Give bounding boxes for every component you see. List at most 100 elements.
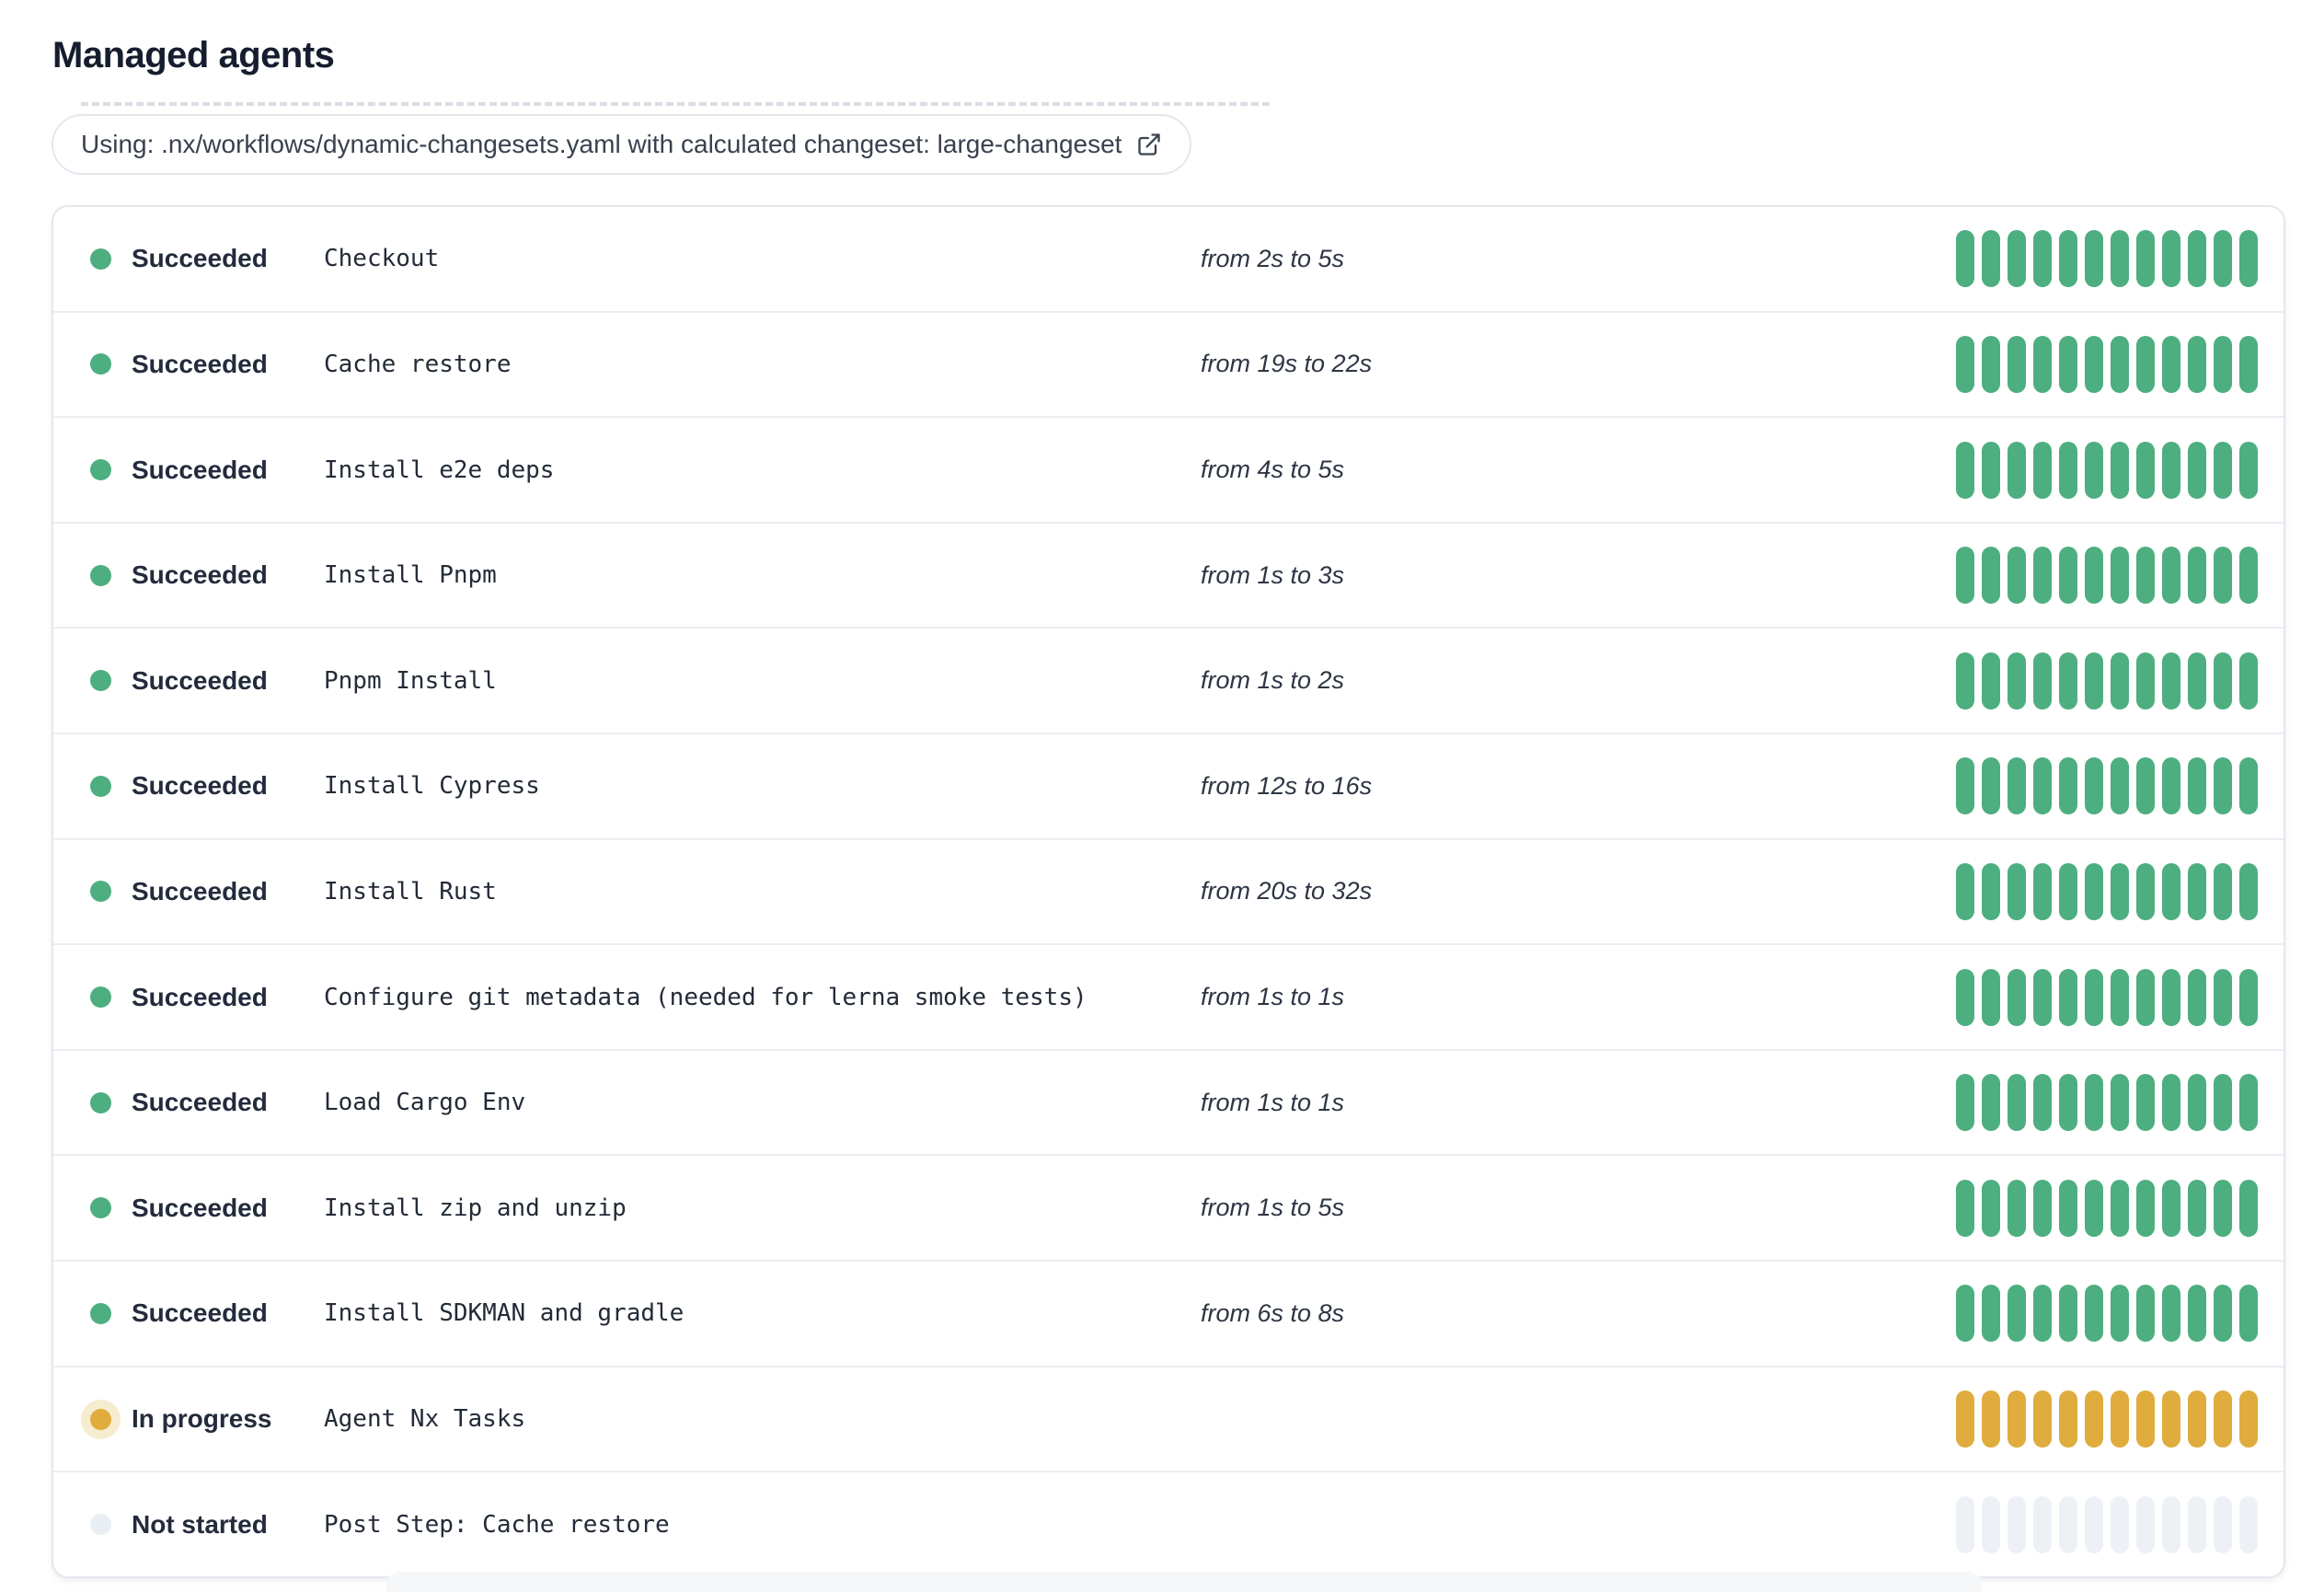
progress-segments	[1956, 757, 2258, 815]
progress-segment	[2188, 1074, 2206, 1132]
agent-step-row[interactable]: Succeeded Configure git metadata (needed…	[53, 943, 2284, 1049]
agent-step-row[interactable]: Not started Post Step: Cache restore	[53, 1471, 2284, 1576]
progress-segment	[2136, 652, 2155, 709]
progress-segments	[1956, 652, 2258, 709]
step-name: Install zip and unzip	[324, 1194, 627, 1222]
progress-segment	[1982, 441, 2000, 499]
progress-segments	[1956, 335, 2258, 393]
progress-segment	[2085, 757, 2103, 815]
status-label: Succeeded	[132, 665, 268, 695]
progress-segment	[2111, 757, 2129, 815]
progress-segment	[2008, 968, 2026, 1026]
progress-segment	[2085, 1390, 2103, 1448]
progress-segment	[2008, 441, 2026, 499]
progress-segment	[2214, 652, 2232, 709]
status-dot	[90, 459, 111, 481]
progress-segment	[2033, 547, 2052, 605]
progress-segment	[2162, 1495, 2180, 1553]
progress-segment	[2136, 1495, 2155, 1553]
progress-segment	[1982, 1285, 2000, 1343]
status-dot	[90, 353, 111, 375]
status-column: Succeeded	[90, 983, 324, 1012]
status-column: Succeeded	[90, 771, 324, 801]
progress-segment	[1956, 968, 1974, 1026]
progress-segment	[2214, 1074, 2232, 1132]
progress-segment	[2239, 1390, 2258, 1448]
step-name: Post Step: Cache restore	[324, 1510, 670, 1539]
agent-step-row[interactable]: Succeeded Install zip and unzip from 1s …	[53, 1154, 2284, 1261]
progress-segment	[2136, 757, 2155, 815]
step-duration: from 1s to 3s	[1201, 560, 1345, 589]
agent-step-row[interactable]: Succeeded Pnpm Install from 1s to 2s	[53, 627, 2284, 733]
agent-step-row[interactable]: In progress Agent Nx Tasks	[53, 1365, 2284, 1471]
external-link-icon[interactable]	[1136, 132, 1162, 157]
agent-step-row[interactable]: Succeeded Install e2e deps from 4s to 5s	[53, 416, 2284, 522]
progress-segment	[2008, 335, 2026, 393]
status-dot	[90, 670, 111, 692]
progress-segment	[2239, 862, 2258, 920]
step-name: Cache restore	[324, 350, 512, 378]
progress-segment	[2085, 1074, 2103, 1132]
status-column: Succeeded	[90, 1194, 324, 1223]
progress-segment	[2111, 652, 2129, 709]
agent-step-row[interactable]: Succeeded Install Rust from 20s to 32s	[53, 837, 2284, 944]
progress-segment	[2239, 968, 2258, 1026]
agent-step-row[interactable]: Succeeded Install Pnpm from 1s to 3s	[53, 521, 2284, 628]
progress-segment	[2008, 1179, 2026, 1237]
status-label: Succeeded	[132, 1193, 268, 1222]
progress-segment	[2059, 862, 2077, 920]
progress-segment	[2008, 1495, 2026, 1553]
progress-segment	[2008, 230, 2026, 288]
progress-segment	[1982, 757, 2000, 815]
status-dot	[90, 1302, 111, 1324]
progress-segment	[2059, 1495, 2077, 1553]
progress-segment	[2136, 1074, 2155, 1132]
progress-segment	[1956, 441, 1974, 499]
status-column: Not started	[90, 1510, 324, 1540]
progress-segment	[1982, 1390, 2000, 1448]
progress-segment	[2033, 652, 2052, 709]
status-dot	[90, 564, 111, 586]
progress-segment	[2059, 652, 2077, 709]
progress-segment	[2214, 968, 2232, 1026]
progress-segment	[1956, 862, 1974, 920]
step-duration: from 6s to 8s	[1201, 1298, 1345, 1327]
progress-segment	[2188, 1285, 2206, 1343]
progress-segment	[2136, 335, 2155, 393]
progress-segment	[1982, 652, 2000, 709]
agent-step-row[interactable]: Succeeded Cache restore from 19s to 22s	[53, 310, 2284, 417]
agent-step-row[interactable]: Succeeded Install Cypress from 12s to 16…	[53, 733, 2284, 838]
progress-segment	[2085, 968, 2103, 1026]
agent-step-row[interactable]: Succeeded Checkout from 2s to 5s	[53, 207, 2284, 311]
status-label: Not started	[132, 1509, 268, 1539]
workflow-config-badge[interactable]: Using: .nx/workflows/dynamic-changesets.…	[52, 114, 1192, 175]
progress-segment	[2111, 335, 2129, 393]
progress-segment	[2033, 1495, 2052, 1553]
status-dot	[90, 1514, 111, 1536]
progress-segment	[2162, 968, 2180, 1026]
progress-segment	[2033, 230, 2052, 288]
progress-segment	[2188, 335, 2206, 393]
progress-segment	[2188, 547, 2206, 605]
progress-segment	[2188, 652, 2206, 709]
progress-segment	[2239, 1179, 2258, 1237]
progress-segment	[2136, 968, 2155, 1026]
progress-segment	[2214, 1285, 2232, 1343]
status-dot	[90, 1197, 111, 1219]
progress-segment	[2111, 1285, 2129, 1343]
progress-segment	[2214, 1495, 2232, 1553]
progress-segment	[2033, 862, 2052, 920]
progress-segment	[2059, 230, 2077, 288]
progress-segment	[2136, 862, 2155, 920]
agent-step-row[interactable]: Succeeded Load Cargo Env from 1s to 1s	[53, 1048, 2284, 1155]
progress-segment	[2033, 441, 2052, 499]
progress-segment	[2111, 547, 2129, 605]
agent-step-row[interactable]: Succeeded Install SDKMAN and gradle from…	[53, 1260, 2284, 1366]
status-label: Succeeded	[132, 349, 268, 378]
progress-segment	[1982, 335, 2000, 393]
step-duration: from 4s to 5s	[1201, 456, 1345, 484]
step-duration: from 19s to 22s	[1201, 350, 1373, 378]
progress-segment	[2059, 1285, 2077, 1343]
status-dot	[90, 775, 111, 797]
